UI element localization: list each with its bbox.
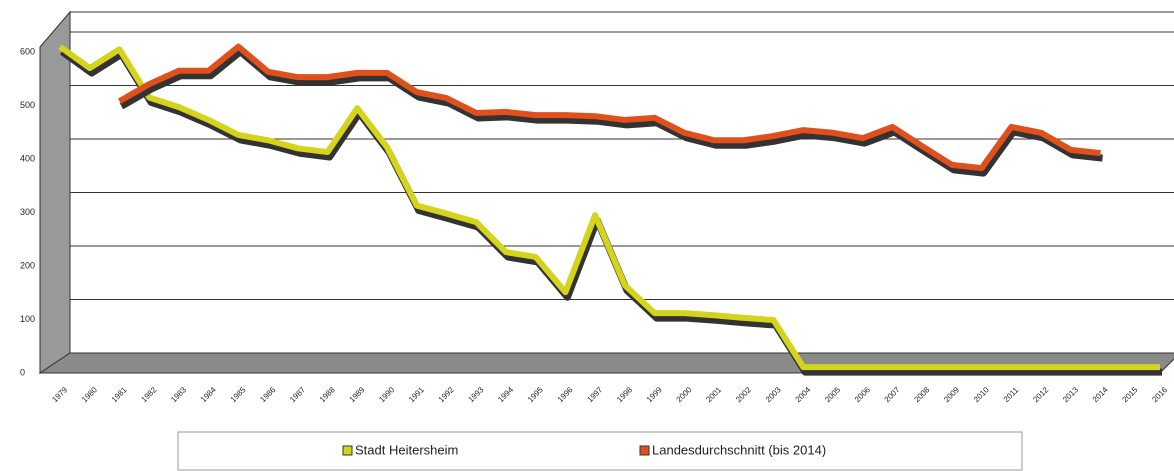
x-tick-label: 2012 bbox=[1031, 385, 1050, 404]
x-tick-label: 2015 bbox=[1121, 385, 1140, 404]
series-line bbox=[58, 44, 1160, 371]
x-tick-label: 1982 bbox=[139, 385, 158, 404]
side-wall bbox=[39, 10, 71, 374]
x-tick-label: 1984 bbox=[199, 385, 218, 404]
x-tick-label: 2014 bbox=[1091, 385, 1110, 404]
x-tick-label: 1983 bbox=[169, 385, 188, 404]
x-tick-label: 1996 bbox=[556, 385, 575, 404]
y-tick-label: 500 bbox=[20, 100, 35, 110]
x-tick-label: 2001 bbox=[704, 385, 723, 404]
legend-swatch bbox=[342, 445, 353, 456]
x-tick-label: 2009 bbox=[942, 385, 961, 404]
x-tick-label: 1992 bbox=[437, 385, 456, 404]
x-tick-label: 1980 bbox=[80, 385, 99, 404]
back-wall bbox=[69, 11, 1174, 354]
x-tick-label: 2010 bbox=[972, 385, 991, 404]
x-tick-label: 2004 bbox=[793, 385, 812, 404]
x-tick-label: 1998 bbox=[615, 385, 634, 404]
x-tick-label: 2006 bbox=[853, 385, 872, 404]
y-tick-label: 0 bbox=[20, 367, 25, 377]
x-tick-label: 1990 bbox=[377, 385, 396, 404]
x-tick-label: 2003 bbox=[764, 385, 783, 404]
y-tick-label: 100 bbox=[20, 314, 35, 324]
x-tick-label: 1989 bbox=[348, 385, 367, 404]
x-tick-label: 2013 bbox=[1061, 385, 1080, 404]
legend-box bbox=[177, 431, 1023, 471]
line-shadow bbox=[119, 48, 1103, 177]
legend-swatch bbox=[639, 445, 650, 456]
x-tick-label: 1995 bbox=[526, 385, 545, 404]
x-tick-label: 2002 bbox=[734, 385, 753, 404]
x-tick-label: 1987 bbox=[288, 385, 307, 404]
x-tick-label: 1993 bbox=[466, 385, 485, 404]
x-tick-label: 1986 bbox=[258, 385, 277, 404]
x-tick-label: 2011 bbox=[1002, 385, 1021, 404]
x-tick-label: 1981 bbox=[110, 385, 129, 404]
y-tick-label: 200 bbox=[20, 260, 35, 270]
x-tick-label: 1991 bbox=[407, 385, 426, 404]
x-tick-label: 1979 bbox=[50, 385, 69, 404]
x-tick-label: 2005 bbox=[823, 385, 842, 404]
x-tick-label: 1988 bbox=[318, 385, 337, 404]
y-tick-label: 300 bbox=[20, 207, 35, 217]
x-tick-label: 2008 bbox=[912, 385, 931, 404]
y-tick-label: 400 bbox=[20, 153, 35, 163]
x-tick-label: 2000 bbox=[675, 385, 694, 404]
x-tick-label: 1997 bbox=[585, 385, 604, 404]
series-line bbox=[117, 43, 1101, 172]
x-tick-label: 1985 bbox=[229, 385, 248, 404]
legend-label: Landesdurchschnitt (bis 2014) bbox=[652, 442, 826, 457]
x-tick-label: 2007 bbox=[883, 385, 902, 404]
x-tick-label: 1999 bbox=[645, 385, 664, 404]
legend-label: Stadt Heitersheim bbox=[355, 442, 458, 457]
x-tick-label: 2016 bbox=[1150, 385, 1169, 404]
x-tick-label: 1994 bbox=[496, 385, 515, 404]
y-tick-label: 600 bbox=[20, 46, 35, 56]
